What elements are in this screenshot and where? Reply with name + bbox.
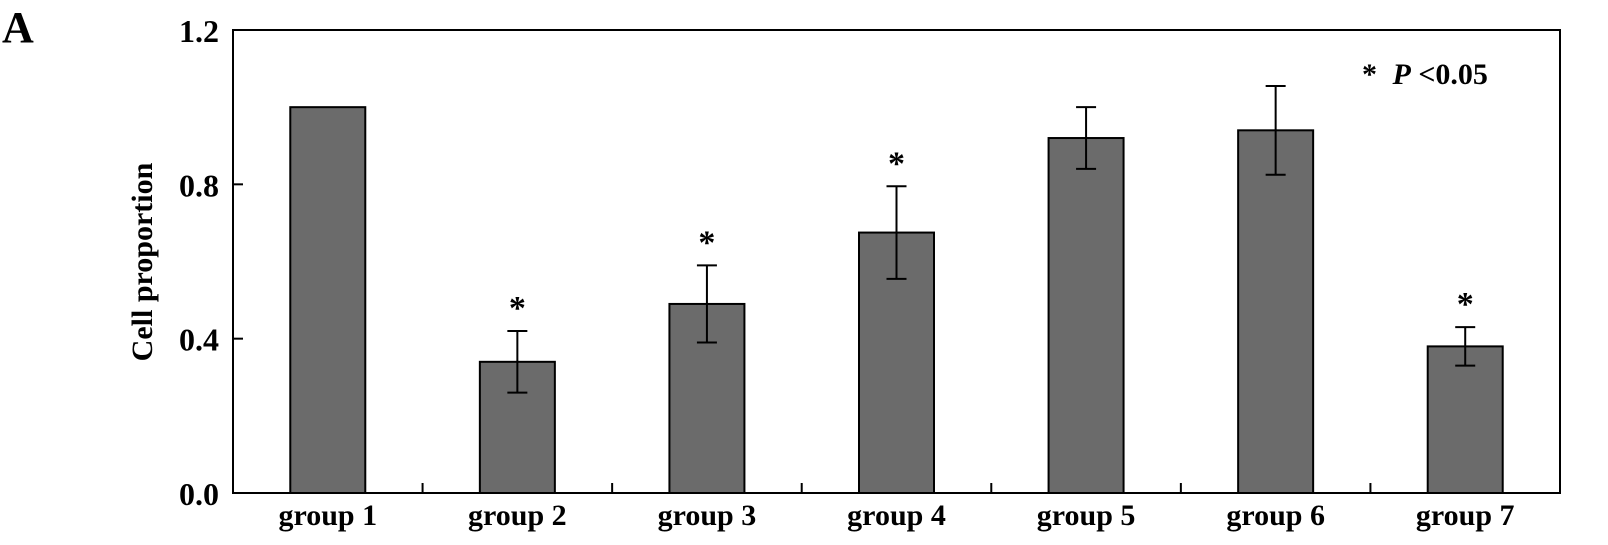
significance-note-p: P <box>1392 58 1412 91</box>
x-tick-label: group 1 <box>278 499 377 532</box>
significance-marker: * <box>509 290 526 327</box>
bar <box>1426 345 1504 494</box>
y-tick-label: 0.8 <box>179 167 219 203</box>
x-tick-label: group 4 <box>847 499 946 532</box>
bar <box>1237 129 1315 494</box>
panel-label: A <box>2 3 34 52</box>
bar <box>289 106 367 495</box>
x-tick-label: group 2 <box>468 499 567 532</box>
x-tick-label: group 6 <box>1226 499 1325 532</box>
plot-area: 0.0 0.4 0.8 1.2 group 1 * group 2 * group 3 * grou… <box>179 13 1561 532</box>
bar <box>1047 137 1125 495</box>
y-tick-label: 0.4 <box>179 322 219 358</box>
significance-marker: * <box>888 145 905 182</box>
significance-marker: * <box>1457 286 1474 323</box>
significance-note-marker: * <box>1362 58 1377 91</box>
x-tick-label: group 7 <box>1416 499 1515 532</box>
significance-note-threshold: <0.05 <box>1418 58 1488 91</box>
y-tick-label: 1.2 <box>179 13 219 49</box>
significance-marker: * <box>698 224 715 261</box>
significance-note: * P <0.05 <box>1362 58 1488 91</box>
y-axis-label: Cell proportion <box>126 162 159 361</box>
x-tick-label: group 3 <box>658 499 757 532</box>
y-tick-label: 0.0 <box>179 476 219 512</box>
x-tick-label: group 5 <box>1037 499 1136 532</box>
